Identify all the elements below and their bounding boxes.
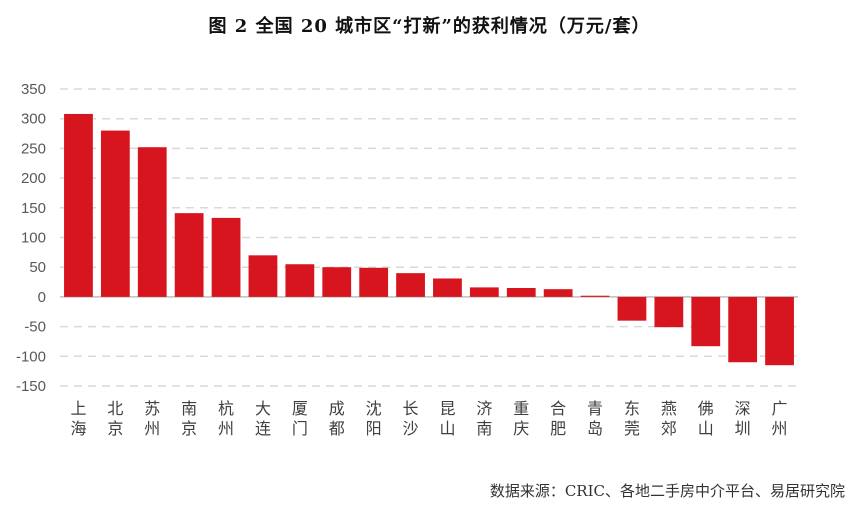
category-label-char: 肥 [550,419,566,438]
y-tick-label: 50 [29,259,46,276]
bar-4 [174,213,204,297]
y-tick-label: 300 [21,111,46,128]
bar-13 [506,287,536,297]
category-label-char: 北 [107,399,123,418]
category-label-char: 昆 [439,399,455,418]
category-label-char: 沈 [366,399,382,418]
y-tick-label: 350 [21,81,46,98]
bar-5 [211,217,241,297]
bar-11 [433,278,462,297]
y-tick-label: -50 [24,319,46,336]
category-label-char: 燕 [661,399,677,418]
bar-7 [285,264,315,297]
category-label-char: 莞 [624,419,640,438]
category-label-char: 连 [255,419,271,438]
y-tick-label: -150 [16,378,46,395]
category-label-char: 沙 [403,419,419,438]
bar-19 [728,296,758,363]
bar-16 [617,296,647,321]
category-label-char: 郊 [661,419,677,438]
bar-9 [359,267,389,297]
bars [64,113,794,366]
bar-14 [543,289,573,297]
y-tick-label: 0 [38,289,46,306]
category-label-char: 广 [772,399,788,418]
category-label-char: 重 [513,399,529,418]
category-label-char: 京 [107,419,123,438]
y-tick-label: 100 [21,230,46,247]
category-label-char: 成 [329,399,345,418]
category-label-char: 都 [329,419,345,438]
bar-3 [137,147,167,297]
gridlines [60,88,798,387]
source-note: 数据来源：CRIC、各地二手房中介平台、易居研究院 [489,482,845,500]
category-label-char: 州 [218,419,234,438]
category-label-char: 山 [698,419,714,438]
bar-6 [248,255,278,297]
category-label-char: 州 [772,419,788,438]
bar-1 [64,113,93,297]
bar-8 [322,267,352,297]
bar-10 [396,273,425,297]
category-label-char: 上 [70,399,86,418]
y-tick-label: 200 [21,170,46,187]
chart-title: 图 2 全国 20 城市区“打新”的获利情况（万元/套） [208,16,651,37]
bar-18 [691,296,721,347]
bar-15 [580,295,610,297]
category-label-char: 海 [70,419,86,438]
category-label-char: 大 [255,399,271,418]
category-label-char: 岛 [587,419,603,438]
category-label-char: 佛 [698,399,714,418]
category-label-char: 苏 [144,399,160,418]
bar-12 [469,287,499,297]
category-label-char: 杭 [218,399,234,418]
category-label-char: 长 [403,399,419,418]
category-label-char: 州 [144,419,160,438]
category-label-char: 合 [550,399,566,418]
category-label-char: 阳 [366,419,382,438]
y-tick-label: -100 [16,348,46,365]
category-label-char: 济 [476,399,492,418]
category-label-char: 京 [181,419,197,438]
y-axis-ticks: 350 300 250 200 150 100 50 0 -50 -100 -150 [16,81,46,395]
category-label-char: 庆 [513,419,529,438]
category-label-char: 圳 [735,419,751,438]
category-label-char: 深 [735,399,751,418]
category-label-char: 青 [587,399,603,418]
category-label-char: 厦 [292,399,308,418]
category-label-char: 南 [476,419,492,438]
bar-17 [654,296,684,328]
category-label-char: 门 [292,419,308,438]
bar-20 [765,296,794,366]
category-label-char: 山 [439,419,455,438]
y-tick-label: 250 [21,140,46,157]
category-label-char: 南 [181,399,197,418]
category-label-char: 东 [624,399,640,418]
bar-2 [100,130,130,297]
y-tick-label: 150 [21,200,46,217]
